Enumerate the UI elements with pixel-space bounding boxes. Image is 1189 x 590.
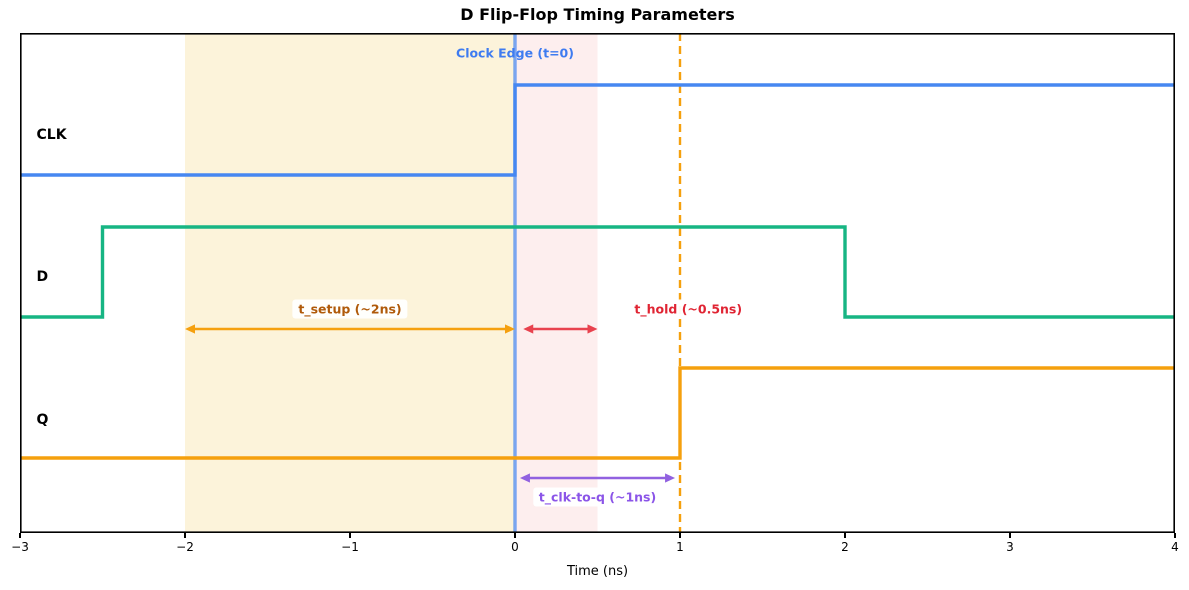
x-tick: [349, 533, 351, 538]
clk-to-q-arrow: [519, 473, 676, 483]
x-tick-label: 2: [841, 540, 849, 554]
q-signal-label: Q: [36, 412, 49, 428]
x-tick: [184, 533, 186, 538]
setup-label: t_setup (~2ns): [292, 299, 408, 319]
hold-arrow: [523, 324, 598, 334]
clk-signal-label: CLK: [36, 127, 67, 143]
d-waveform: [20, 225, 1175, 319]
x-tick: [679, 533, 681, 538]
x-tick: [1009, 533, 1011, 538]
hold-window-region: [515, 33, 598, 533]
chart-title: D Flip-Flop Timing Parameters: [460, 5, 735, 24]
x-tick-label: 4: [1171, 540, 1179, 554]
plot-svg: [20, 33, 1175, 533]
x-tick: [19, 533, 21, 538]
clk-waveform: [20, 83, 1175, 177]
x-tick-label: 1: [676, 540, 684, 554]
hold-label: t_hold (~0.5ns): [628, 299, 749, 319]
clk-to-q-label: t_clk-to-q (~1ns): [532, 487, 663, 507]
d-signal-label: D: [36, 269, 49, 285]
x-tick-label: 0: [511, 540, 519, 554]
x-tick-label: −1: [341, 540, 359, 554]
clock-edge-label: Clock Edge (t=0): [456, 45, 574, 61]
x-tick: [1174, 533, 1176, 538]
setup-arrow: [185, 324, 515, 334]
plot-border: [20, 33, 1175, 533]
x-tick-label: −2: [176, 540, 194, 554]
setup-window-region: [185, 33, 515, 533]
x-axis-label: Time (ns): [566, 564, 629, 579]
plot-area: CLK D Q Clock Edge (t=0) t_setup (~2ns) t_hol…: [20, 33, 1175, 533]
q-waveform: [20, 366, 1175, 460]
x-tick-label: 3: [1006, 540, 1014, 554]
x-tick: [844, 533, 846, 538]
x-tick: [514, 533, 516, 538]
x-tick-label: −3: [11, 540, 29, 554]
